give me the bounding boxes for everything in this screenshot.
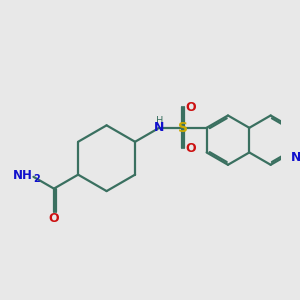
Text: N: N (291, 151, 300, 164)
Text: H: H (156, 116, 163, 126)
Text: O: O (49, 212, 59, 225)
Text: NH: NH (13, 169, 33, 182)
Text: O: O (186, 142, 196, 155)
Text: N: N (154, 121, 164, 134)
Text: 2: 2 (33, 174, 40, 184)
Text: S: S (178, 121, 188, 135)
Text: O: O (186, 101, 196, 114)
